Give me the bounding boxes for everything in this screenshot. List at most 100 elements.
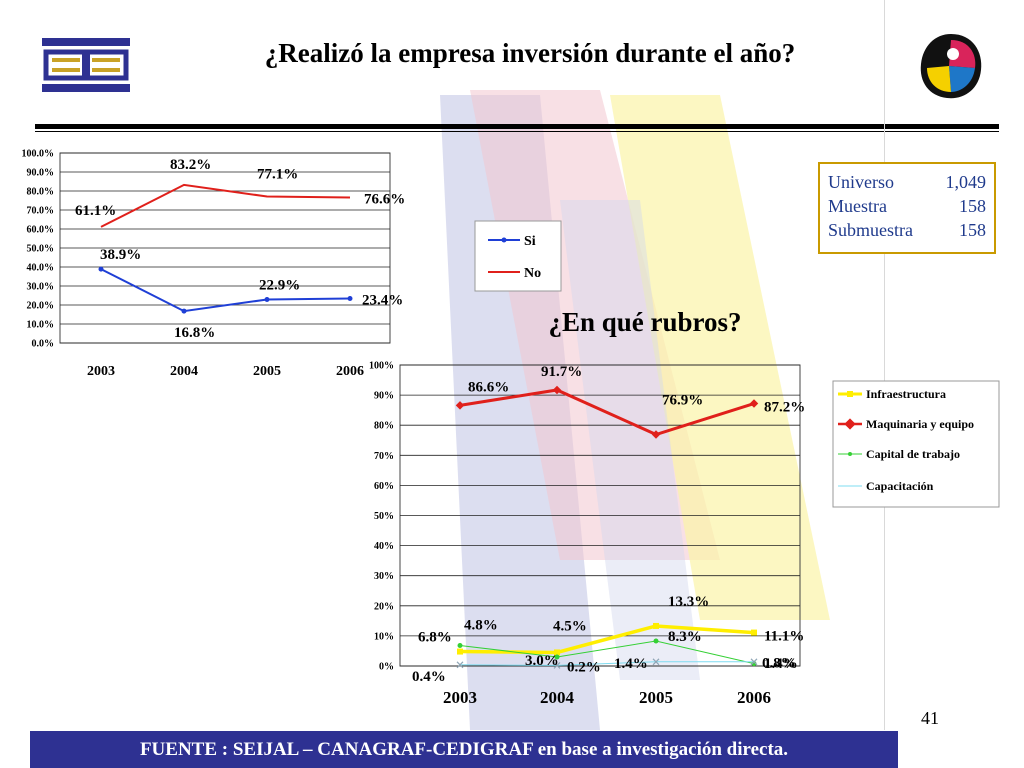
data-label: 3.0% <box>525 653 559 669</box>
y-tick-label: 80% <box>374 421 394 432</box>
y-tick-label: 60.0% <box>27 225 55 236</box>
data-label: 76.6% <box>364 191 405 207</box>
data-point <box>749 399 759 408</box>
title-divider-thin <box>35 131 999 132</box>
data-point <box>456 661 464 669</box>
y-tick-label: 40.0% <box>27 263 55 274</box>
data-point <box>181 308 187 314</box>
x-tick-label: 2003 <box>87 364 115 379</box>
data-label: 77.1% <box>257 167 298 183</box>
data-point <box>653 638 659 644</box>
legend-si-marker <box>501 237 507 243</box>
chart2-data-labels: 4.8% 4.5% 13.3% 11.1% 86.6% 91.7% 76.9% 87.2% 6.… <box>412 364 805 685</box>
legend-infra-marker <box>847 391 853 397</box>
chart-investment: 0.0% 10.0% 20.0% 30.0% 40.0% 50.0% 60.0% 70.0% 8… <box>22 149 406 380</box>
sample-row-universo: Universo 1,049 <box>828 170 986 194</box>
y-tick-label: 70.0% <box>27 206 55 217</box>
data-label: 13.3% <box>668 594 709 610</box>
data-point <box>751 629 757 636</box>
chart1-grid <box>59 152 391 344</box>
page-number: 41 <box>921 708 939 728</box>
y-tick-label: 20% <box>374 601 394 612</box>
y-tick-label: 0% <box>379 662 394 673</box>
data-label: 38.9% <box>100 247 141 263</box>
chart-rubros: 0%10%20%30%40%50%60%70%80%90%100% 2003 20… <box>369 361 805 708</box>
legend-maq-label: Maquinaria y equipo <box>866 417 974 431</box>
chart2-series <box>455 385 759 669</box>
data-label: 4.8% <box>464 618 498 634</box>
y-tick-label: 100.0% <box>22 149 55 160</box>
chart1-y-ticks: 0.0% 10.0% 20.0% 30.0% 40.0% 50.0% 60.0% 70.0% 8… <box>22 149 55 350</box>
chart1-data-labels: 38.9% 16.8% 22.9% 23.4% 61.1% 83.2% 77.1% 76.6% <box>75 157 405 341</box>
chart2-x-ticks: 2003 2004 2005 2006 <box>443 688 771 707</box>
y-tick-label: 80.0% <box>27 187 55 198</box>
chart1-x-ticks: 2003 2004 2005 2006 <box>87 364 364 379</box>
x-tick-label: 2004 <box>540 688 575 707</box>
chart1-series <box>98 183 353 314</box>
y-tick-label: 40% <box>374 541 394 552</box>
sample-info-box: Universo 1,049 Muestra 158 Submuestra 15… <box>818 162 996 254</box>
data-label: 23.4% <box>362 293 403 309</box>
sample-row-submuestra: Submuestra 158 <box>828 218 986 242</box>
series-line-capital-de-trabajo <box>459 640 755 665</box>
legend-infra-label: Infraestructura <box>866 387 946 401</box>
data-point <box>554 654 560 660</box>
data-label: 1.4% <box>764 656 798 672</box>
y-tick-label: 90.0% <box>27 168 55 179</box>
data-label: 4.5% <box>553 618 587 634</box>
title-divider <box>35 124 999 129</box>
y-tick-label: 90% <box>374 391 394 402</box>
data-label: 61.1% <box>75 203 116 219</box>
y-tick-label: 20.0% <box>27 301 55 312</box>
y-tick-label: 30.0% <box>27 282 55 293</box>
data-label: 8.3% <box>668 629 702 645</box>
right-logo <box>920 34 982 99</box>
legend-capital-label: Capital de trabajo <box>866 447 960 461</box>
data-label: 86.6% <box>468 379 509 395</box>
sample-label: Universo <box>828 172 894 192</box>
legend-capital-marker <box>848 452 852 456</box>
sample-row-muestra: Muestra 158 <box>828 194 986 218</box>
series-line-maquinaria-y-equipo <box>459 388 755 437</box>
data-point <box>653 622 659 629</box>
series-line-si <box>100 268 351 313</box>
chart1-legend: Si No <box>474 220 562 292</box>
y-tick-label: 50.0% <box>27 244 55 255</box>
y-tick-label: 10.0% <box>27 320 55 331</box>
data-label: 91.7% <box>541 364 582 380</box>
left-logo <box>42 38 130 92</box>
page-title: ¿Realizó la empresa inversión durante el… <box>264 38 796 68</box>
x-tick-label: 2005 <box>639 688 673 707</box>
vertical-divider <box>884 0 885 730</box>
data-point <box>553 661 561 669</box>
series-line-capacitación <box>459 661 754 666</box>
legend-no-label: No <box>524 266 541 281</box>
data-label: 87.2% <box>764 400 805 416</box>
y-tick-label: 0.0% <box>32 339 55 350</box>
sample-value: 1,049 <box>945 172 987 192</box>
data-label: 76.9% <box>662 393 703 409</box>
data-label: 22.9% <box>259 277 300 293</box>
data-point <box>457 643 463 649</box>
section-subtitle: ¿En qué rubros? <box>548 307 742 337</box>
x-tick-label: 2006 <box>336 364 364 379</box>
x-tick-label: 2003 <box>443 688 477 707</box>
series-line-no <box>100 183 351 228</box>
data-point <box>554 649 560 656</box>
y-tick-label: 70% <box>374 451 394 462</box>
data-point <box>750 658 758 666</box>
data-label: 1.4% <box>614 656 648 672</box>
x-tick-label: 2004 <box>170 364 198 379</box>
footer-source: FUENTE : SEIJAL – CANAGRAF-CEDIGRAF en b… <box>30 731 898 768</box>
x-tick-label: 2006 <box>737 688 771 707</box>
data-label: 0.8% <box>762 656 796 672</box>
y-tick-label: 30% <box>374 571 394 582</box>
series-line-infraestructura <box>459 624 755 655</box>
data-label: 83.2% <box>170 157 211 173</box>
data-point <box>347 296 353 302</box>
chart2-grid <box>399 364 801 667</box>
sample-value: 158 <box>959 196 986 216</box>
data-label: 16.8% <box>174 325 215 341</box>
data-label: 6.8% <box>418 630 452 646</box>
data-point <box>98 266 104 272</box>
